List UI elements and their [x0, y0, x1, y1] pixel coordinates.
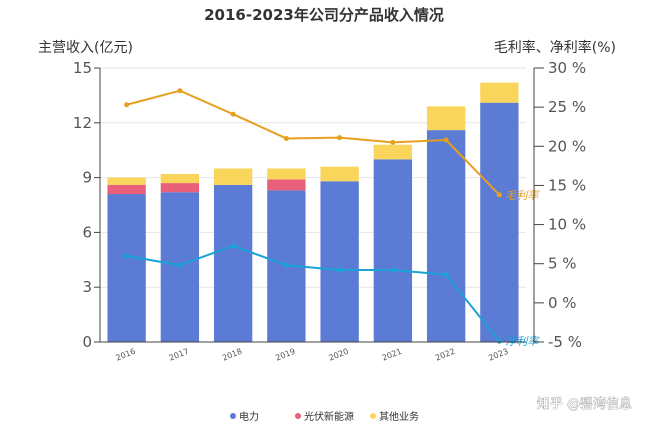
line-point: [177, 88, 183, 94]
y-left-tick-label: 0: [82, 333, 92, 351]
bar-segment: [426, 106, 466, 131]
legend: 电力 光伏新能源 其他业务: [230, 410, 419, 423]
bar-segment: [107, 177, 146, 185]
line-point: [496, 192, 502, 198]
x-tick-label: 2016: [115, 347, 137, 363]
bar-segment: [320, 181, 359, 342]
y-left-tick-label: 12: [73, 114, 92, 132]
line-end-label: 毛利率: [505, 189, 540, 202]
y-left-tick-label: 15: [73, 59, 92, 77]
legend-marker: [370, 413, 376, 419]
line-series: [126, 244, 501, 342]
line-point: [337, 135, 343, 141]
line-point: [337, 267, 343, 273]
bar-segment: [320, 166, 359, 182]
line-point: [390, 139, 396, 145]
bar-segment: [107, 194, 146, 342]
y-right-tick-label: 30 %: [548, 59, 586, 77]
chart-title: 2016-2023年公司分产品收入情况: [204, 6, 444, 24]
x-tick-label: 2023: [487, 347, 509, 363]
bars: [107, 82, 519, 342]
line-point: [124, 253, 130, 259]
bar-segment: [267, 168, 306, 180]
line-point: [390, 267, 396, 273]
y-right-tick-label: 0 %: [548, 294, 577, 312]
x-tick-label: 2020: [328, 347, 350, 363]
bar-segment: [107, 184, 146, 195]
legend-item: 光伏新能源: [304, 410, 354, 423]
line-point: [230, 111, 236, 117]
y-right-axis-title: 毛利率、净利率(%): [494, 39, 616, 56]
bar-segment: [480, 82, 519, 103]
bar-segment: [160, 183, 200, 193]
bar-segment: [426, 130, 466, 342]
y-left-axis-title: 主营收入(亿元): [38, 40, 133, 56]
line-point: [496, 338, 502, 344]
bar-segment: [373, 159, 413, 342]
y-right-tick-label: -5 %: [548, 333, 582, 351]
line-point: [443, 272, 449, 278]
y-right-tick-label: 10 %: [548, 216, 586, 234]
x-tick-label: 2022: [434, 347, 456, 363]
line-point: [283, 262, 289, 268]
y-right-tick-label: 20 %: [548, 137, 586, 155]
y-left-tick-label: 6: [82, 223, 92, 241]
y-left-tick-label: 3: [82, 278, 92, 296]
y-left-tick-label: 9: [82, 169, 92, 187]
x-tick-label: 2021: [381, 347, 403, 363]
bar-segment: [480, 102, 519, 342]
x-tick-label: 2017: [168, 347, 190, 363]
bar-segment: [267, 179, 306, 191]
bar-segment: [213, 168, 253, 185]
line-point: [443, 137, 449, 143]
y-right-tick-label: 15 %: [548, 176, 586, 194]
x-tick-label: 2018: [221, 347, 243, 363]
x-tick-label: 2019: [274, 347, 296, 363]
bar-segment: [373, 144, 413, 160]
line-point: [124, 102, 130, 108]
y-right-tick-label: 25 %: [548, 98, 586, 116]
legend-item: 电力: [239, 410, 259, 423]
bar-segment: [213, 184, 253, 342]
credit-text: 知乎 @碧湾信息: [537, 396, 632, 412]
legend-marker: [230, 413, 236, 419]
y-right-tick-label: 5 %: [548, 255, 577, 273]
line-point: [283, 135, 289, 141]
bar-segment: [160, 173, 200, 184]
line-point: [177, 262, 183, 268]
legend-marker: [295, 413, 301, 419]
line-series: [126, 89, 501, 196]
line-point: [230, 243, 236, 249]
legend-item: 其他业务: [379, 410, 419, 423]
